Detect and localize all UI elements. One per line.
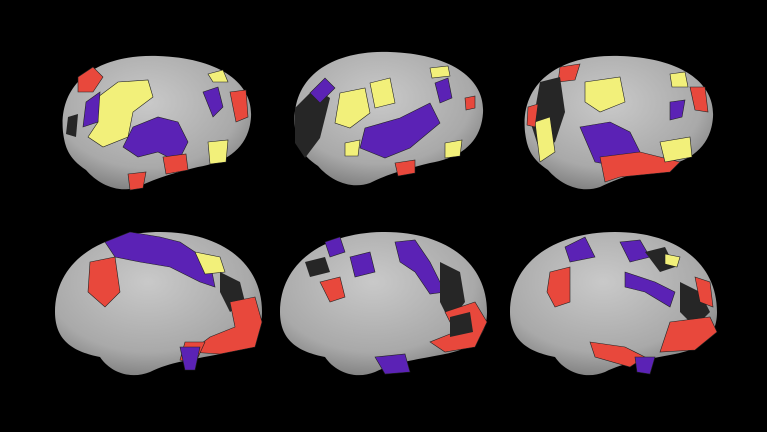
brain-lateral-1 bbox=[62, 55, 252, 191]
brain-medial-1 bbox=[55, 231, 263, 376]
brain-lateral-3 bbox=[524, 55, 714, 190]
brain-lateral-2 bbox=[294, 51, 484, 186]
brain-medial-3 bbox=[510, 232, 718, 376]
brain-medial-2 bbox=[280, 232, 488, 376]
